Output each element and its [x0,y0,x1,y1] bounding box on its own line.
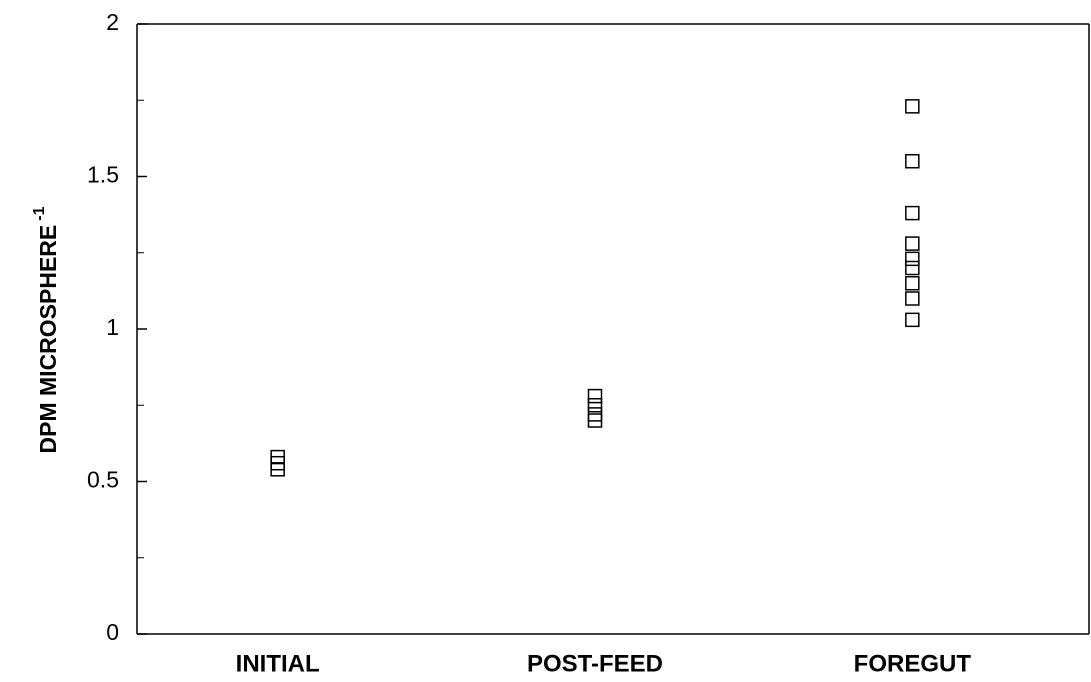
point [905,260,920,276]
y-axis-title: DPM MICROSPHERE -1 [31,206,61,453]
point [905,236,920,251]
y-tick-label: 2 [106,9,119,35]
x-tick-label: POST-FEED [527,650,663,677]
point [905,276,920,291]
y-tick-label: 1 [106,314,119,340]
point [905,154,920,169]
x-tick-label: INITIAL [236,650,320,677]
y-tick-label: 1.5 [87,162,119,188]
point [905,251,920,267]
point [270,462,285,477]
y-tick-label: 0.5 [87,467,119,493]
point [905,205,920,221]
y-axis-label: DPM MICROSPHERE -1 [31,206,61,453]
point [905,312,920,328]
y-label-superscript: -1 [31,206,48,220]
x-tick-label: FOREGUT [854,650,972,677]
point [905,291,920,306]
point [587,413,603,428]
point [587,388,603,404]
point [905,99,920,114]
point [587,398,603,413]
y-tick-label: 0 [106,619,119,645]
y-label-text: DPM MICROSPHERE [35,225,61,454]
